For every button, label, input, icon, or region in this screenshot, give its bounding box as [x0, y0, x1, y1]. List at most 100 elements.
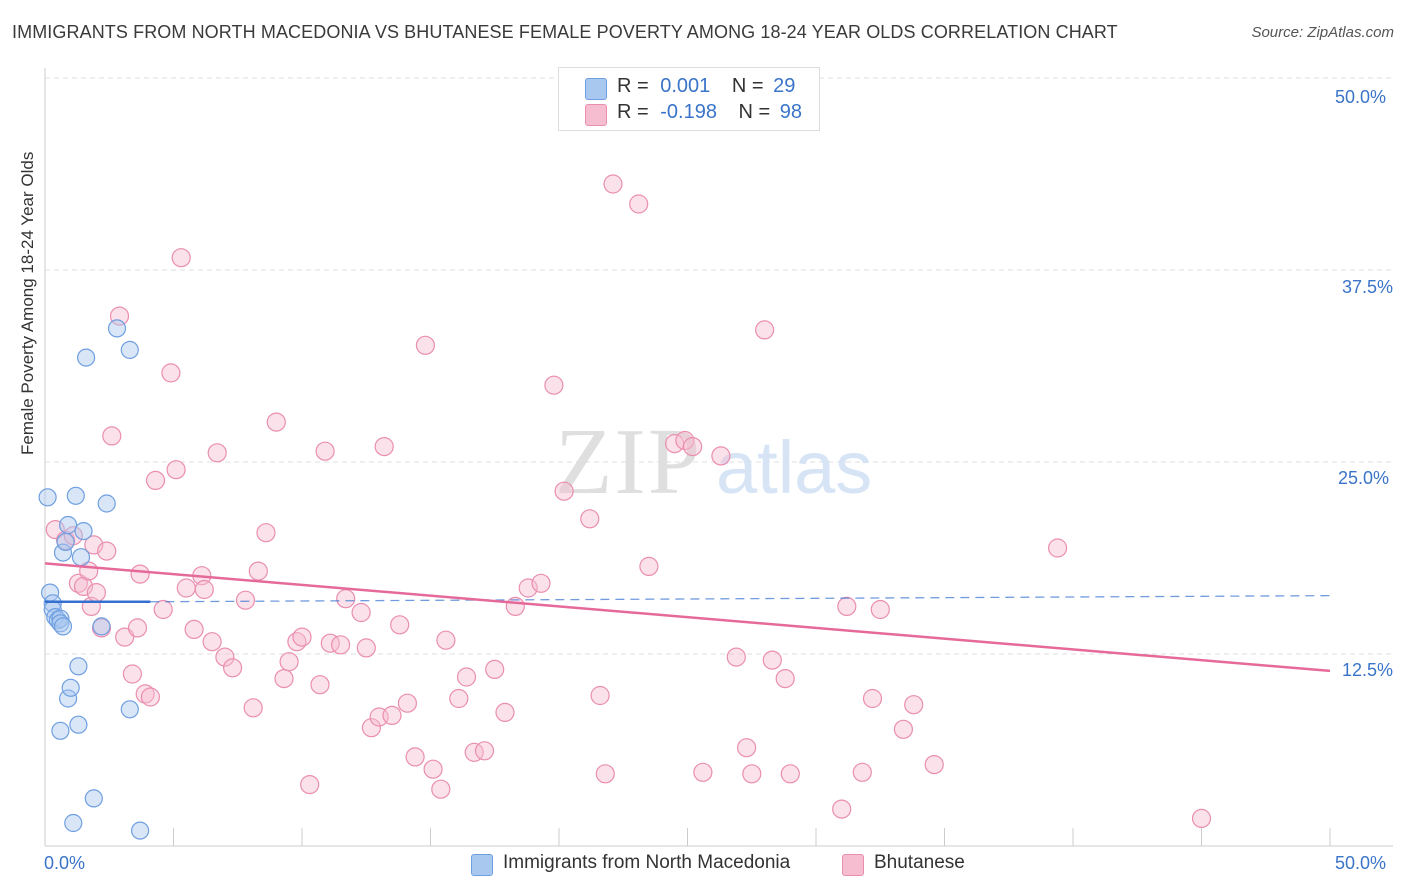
data-point	[68, 573, 89, 593]
data-point	[131, 821, 150, 840]
source-label: Source: ZipAtlas.com	[1251, 24, 1394, 41]
data-point	[554, 481, 574, 501]
legend-label: Bhutanese	[874, 852, 965, 873]
data-point	[274, 668, 294, 689]
y-tick-12-5: 12.5%	[1342, 660, 1394, 680]
data-point	[397, 693, 417, 713]
north-macedonia-trend-dashed	[150, 594, 1331, 603]
pink-swatch-icon	[585, 104, 607, 126]
bhutanese-trend-line	[44, 562, 1331, 673]
data-point	[107, 319, 127, 338]
blue-swatch-icon	[585, 78, 607, 100]
y-axis-label: Female Poverty Among 18-24 Year Olds	[18, 151, 37, 455]
data-point	[207, 443, 227, 463]
data-point	[485, 659, 505, 680]
data-point	[629, 194, 649, 214]
data-point	[202, 632, 222, 652]
chart-title: IMMIGRANTS FROM NORTH MACEDONIA VS BHUTA…	[12, 22, 1118, 42]
blue-swatch-icon	[471, 854, 493, 876]
data-point	[74, 521, 93, 541]
data-point	[58, 689, 78, 708]
data-point	[436, 630, 456, 650]
data-point	[893, 719, 914, 739]
data-point	[161, 363, 181, 383]
data-point	[924, 754, 944, 775]
axes	[44, 68, 1393, 847]
watermark-atlas: atlas	[716, 426, 872, 509]
data-point	[415, 335, 435, 355]
n-label: N =	[731, 75, 764, 97]
data-point	[166, 460, 186, 480]
n-label: N =	[738, 101, 771, 123]
data-point	[726, 647, 746, 667]
data-point	[495, 702, 515, 723]
bhutanese-points	[45, 174, 1212, 829]
r-label: R =	[617, 75, 649, 97]
data-point	[595, 764, 615, 784]
data-point	[464, 742, 484, 762]
data-point	[382, 705, 402, 726]
watermark: ZIP atlas	[555, 410, 872, 514]
data-point	[184, 619, 204, 640]
data-point	[711, 446, 731, 466]
data-point	[86, 582, 107, 603]
data-point	[351, 602, 371, 623]
y-tick-37-5: 37.5%	[1342, 277, 1394, 297]
data-point	[590, 685, 610, 706]
data-point	[38, 488, 57, 507]
data-point	[194, 579, 214, 600]
data-point	[51, 721, 70, 740]
data-point	[53, 543, 73, 562]
y-tick-25: 25.0%	[1338, 468, 1390, 488]
data-point	[66, 486, 85, 505]
data-point	[310, 675, 330, 695]
data-point	[736, 738, 757, 758]
data-point	[84, 789, 103, 808]
data-point	[215, 647, 235, 667]
data-point	[130, 564, 150, 584]
data-point	[331, 635, 351, 655]
data-point	[176, 578, 196, 598]
data-point	[390, 615, 410, 635]
data-point	[135, 684, 155, 704]
data-point	[243, 698, 263, 718]
n-value: 98	[779, 101, 803, 123]
data-point	[120, 340, 139, 359]
data-point	[91, 618, 112, 638]
data-point	[300, 774, 320, 795]
data-point	[374, 437, 394, 457]
watermark-zip: ZIP	[555, 410, 702, 514]
data-point	[56, 532, 75, 552]
data-point	[153, 599, 173, 620]
data-point	[92, 617, 111, 636]
data-point	[64, 813, 83, 833]
data-point	[580, 509, 600, 529]
data-point	[754, 320, 775, 340]
data-point	[904, 695, 924, 715]
data-point	[1191, 808, 1212, 829]
data-point	[852, 762, 872, 782]
data-point	[474, 741, 495, 761]
data-point	[61, 678, 80, 697]
data-point	[76, 348, 96, 367]
data-point	[102, 426, 122, 446]
data-point	[837, 596, 857, 617]
data-point	[223, 658, 243, 678]
data-point	[862, 688, 883, 709]
data-point	[775, 668, 795, 689]
data-point	[127, 618, 148, 638]
data-point	[531, 573, 551, 593]
data-point	[356, 638, 376, 658]
data-point	[336, 589, 356, 609]
x-tick-min: 0.0%	[44, 853, 86, 873]
data-point	[518, 578, 538, 598]
data-point	[423, 759, 443, 779]
data-point	[145, 470, 166, 490]
data-point	[97, 541, 117, 561]
data-point	[544, 375, 564, 395]
data-point	[456, 667, 477, 687]
data-point	[53, 617, 73, 636]
pink-swatch-icon	[842, 854, 864, 876]
x-tick-max: 50.0%	[1335, 853, 1387, 873]
